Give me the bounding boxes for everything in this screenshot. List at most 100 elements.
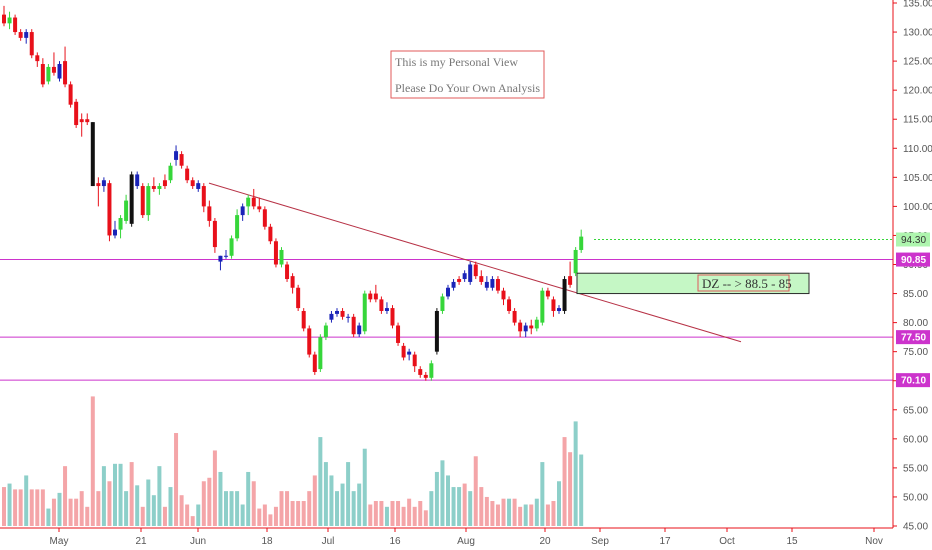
candle-body	[124, 200, 129, 221]
volume-bar	[74, 498, 79, 526]
volume-bar	[557, 481, 561, 526]
candle-body	[579, 236, 584, 250]
volume-bar	[479, 487, 484, 526]
volume-bar	[551, 501, 556, 526]
volume-bar	[151, 495, 156, 526]
candle-body	[207, 206, 212, 221]
price-tick-label: 110.00	[903, 144, 932, 155]
candle-body	[262, 209, 267, 227]
candle-body	[312, 354, 317, 373]
volume-bar	[101, 466, 106, 526]
candle-body	[412, 354, 417, 367]
demand-zone-label-box	[697, 274, 790, 292]
volume-bar	[257, 508, 262, 526]
candle-body	[390, 308, 395, 326]
candle-body	[218, 255, 223, 262]
candle-body	[418, 369, 423, 375]
note-line-2: Please Do Your Own Analysis	[395, 81, 540, 95]
volume-bar	[318, 437, 323, 526]
volume-bar	[462, 483, 467, 526]
candle-body	[290, 276, 295, 288]
volume-bar	[373, 501, 378, 526]
volume-bar	[229, 491, 234, 526]
candle-body	[135, 174, 140, 187]
volume-bar	[140, 506, 145, 526]
volume-bar	[335, 491, 339, 526]
price-tick-label: 80.00	[903, 318, 928, 329]
candle-body	[562, 279, 567, 311]
candle-body	[162, 180, 167, 187]
volume-bar	[13, 489, 18, 526]
time-tick-label: Sep	[591, 536, 609, 547]
volume-bar	[518, 506, 523, 526]
candle-body	[518, 322, 523, 332]
candle-body	[2, 14, 6, 24]
volume-bar	[490, 501, 495, 526]
time-tick-label: Aug	[457, 536, 475, 547]
price-tick-label: 115.00	[903, 115, 932, 126]
candle-body	[129, 174, 134, 224]
price-tick-label: 55.00	[903, 463, 928, 474]
time-tick-label: 16	[389, 536, 401, 547]
level-badge	[896, 252, 930, 267]
candle-body	[501, 290, 506, 300]
price-tick-label: 130.00	[903, 28, 932, 39]
candle-body	[296, 287, 301, 309]
candle-body	[484, 281, 489, 288]
candle-body	[190, 180, 195, 187]
volume-bar	[46, 508, 51, 526]
candle-body	[551, 299, 556, 311]
candle-body	[462, 273, 467, 280]
candle-body	[168, 165, 173, 181]
candle-body	[146, 186, 151, 216]
demand-zone: DZ -- > 88.5 - 85	[576, 272, 810, 295]
volume-bar	[423, 510, 428, 526]
volume-bar	[446, 475, 450, 526]
price-tick-label: 120.00	[903, 86, 932, 97]
candle-body	[523, 325, 528, 332]
time-tick-label: Nov	[865, 536, 883, 547]
volume-bar	[384, 506, 389, 526]
candle-body	[7, 17, 12, 24]
volume-bar	[512, 498, 517, 526]
volume-bar	[135, 485, 140, 526]
volume-bar	[473, 456, 478, 526]
volume-bar	[529, 504, 534, 526]
candle-body	[379, 299, 384, 311]
candle-body	[273, 241, 278, 265]
volume-bar	[196, 504, 201, 526]
volume-bar	[568, 452, 573, 526]
volume-bar	[29, 489, 34, 526]
candle-body	[429, 363, 434, 378]
volume-bar	[107, 481, 112, 526]
volume-bar	[279, 491, 284, 526]
candle-body	[24, 32, 29, 38]
candle-body	[457, 279, 462, 282]
volume-bar	[251, 481, 256, 526]
volume-bar	[235, 491, 240, 526]
candle-body	[407, 351, 412, 355]
volume-bar	[407, 498, 412, 526]
candle-body	[18, 32, 23, 38]
time-tick-label: 18	[261, 536, 273, 547]
candle-body	[46, 66, 51, 82]
volume-bar	[346, 462, 351, 526]
volume-bar	[484, 496, 489, 526]
candle-body	[451, 281, 456, 288]
volume-bar	[545, 504, 550, 526]
volume-bar	[129, 462, 134, 526]
volume-bar	[218, 471, 223, 526]
candle-body	[323, 325, 328, 338]
candle-body	[401, 345, 406, 358]
volume-bar	[246, 471, 251, 526]
volume-bar	[285, 491, 290, 526]
candle-body	[13, 17, 18, 33]
volume-bar	[174, 433, 179, 526]
candle-body	[329, 313, 334, 320]
time-tick-label: 15	[786, 536, 798, 547]
volume-bar	[212, 450, 217, 526]
volume-bar	[7, 483, 12, 526]
price-tick-label: 125.00	[903, 57, 932, 68]
volume-bar	[573, 421, 578, 526]
candle-body	[68, 84, 73, 105]
